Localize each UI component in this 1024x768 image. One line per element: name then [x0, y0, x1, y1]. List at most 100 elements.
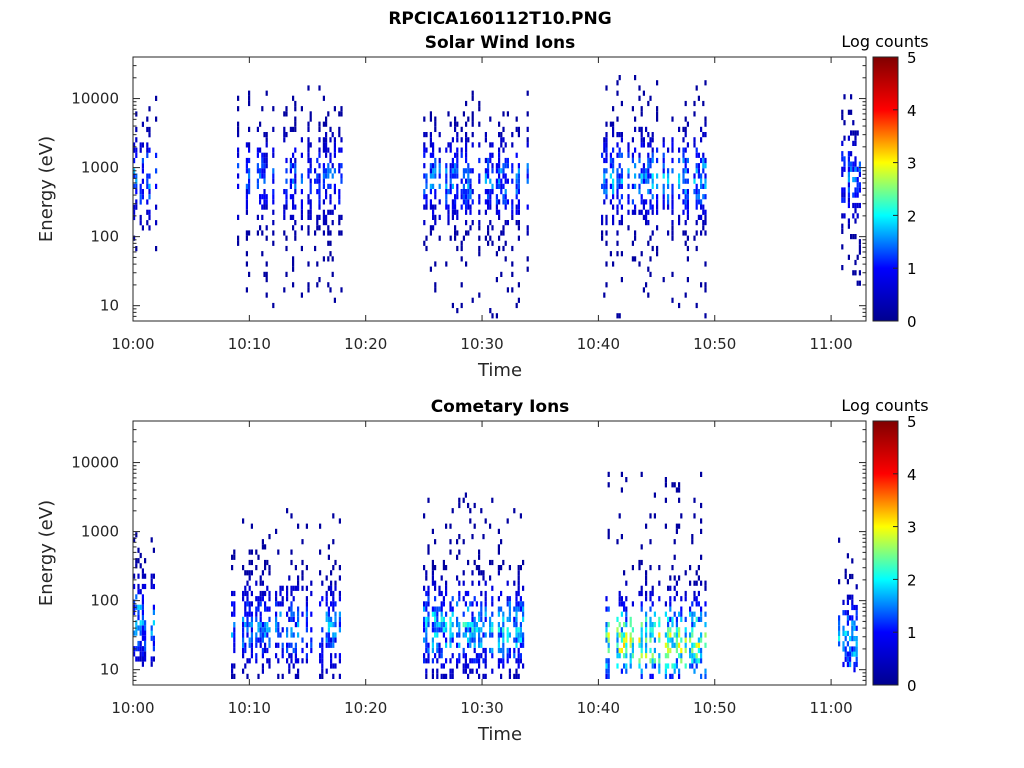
heatmap-cell: [519, 596, 522, 602]
heatmap-cell: [423, 565, 426, 571]
heatmap-cell: [462, 539, 465, 545]
heatmap-cell: [438, 132, 441, 138]
heatmap-cell: [667, 616, 670, 622]
heatmap-cell: [434, 168, 437, 174]
heatmap-cell: [442, 627, 445, 633]
heatmap-cell: [664, 482, 667, 488]
heatmap-cell: [623, 653, 626, 659]
heatmap-cell: [283, 111, 286, 117]
heatmap-cell: [695, 163, 698, 169]
heatmap-cell: [451, 204, 454, 210]
heatmap-cell: [467, 502, 470, 509]
heatmap-cell: [620, 214, 623, 220]
heatmap-cell: [519, 653, 522, 659]
heatmap-cell: [248, 271, 251, 277]
heatmap-cell: [645, 632, 648, 638]
heatmap-cell: [469, 642, 472, 648]
heatmap-cell: [484, 173, 487, 179]
heatmap-cell: [484, 580, 487, 586]
heatmap-cell: [265, 261, 268, 267]
heatmap-cell: [259, 596, 262, 602]
heatmap-cell: [491, 225, 494, 231]
heatmap-cell: [682, 157, 685, 164]
heatmap-cell: [498, 235, 501, 241]
heatmap-cell: [133, 209, 136, 215]
heatmap-cell: [508, 647, 511, 654]
heatmap-cell: [231, 565, 234, 571]
heatmap-cell: [445, 658, 448, 664]
heatmap-cell: [423, 240, 426, 246]
heatmap-cell: [664, 653, 667, 659]
heatmap-cell: [449, 601, 452, 607]
heatmap-cell: [425, 622, 428, 628]
heatmap-cell: [851, 625, 854, 631]
heatmap-cell: [631, 565, 634, 571]
heatmap-cell: [233, 627, 236, 633]
heatmap-cell: [237, 121, 240, 127]
heatmap-cell: [445, 194, 448, 200]
heatmap-cell: [454, 235, 457, 241]
heatmap-cell: [693, 590, 696, 597]
heatmap-cell: [627, 168, 630, 174]
heatmap-cell: [272, 240, 275, 246]
heatmap-cell: [456, 616, 459, 622]
heatmap-cell: [522, 642, 525, 648]
heatmap-cell: [307, 282, 310, 288]
heatmap-cell: [856, 177, 859, 183]
heatmap-cell: [434, 622, 437, 628]
heatmap-cell: [605, 230, 608, 236]
heatmap-cell: [484, 168, 487, 174]
heatmap-cell: [286, 647, 289, 654]
heatmap-cell: [139, 552, 142, 559]
heatmap-cell: [638, 157, 641, 164]
heatmap-cell: [301, 647, 304, 654]
heatmap-cell: [700, 616, 703, 622]
heatmap-cell: [851, 615, 854, 621]
heatmap-cell: [700, 183, 703, 189]
heatmap-cell: [246, 596, 249, 602]
heatmap-cell: [259, 627, 262, 633]
heatmap-cell: [629, 642, 632, 648]
heatmap-cell: [261, 251, 264, 257]
heatmap-cell: [517, 590, 520, 597]
heatmap-cell: [449, 668, 452, 674]
heatmap-cell: [141, 573, 144, 579]
heatmap-cell: [693, 668, 696, 674]
heatmap-cell: [325, 194, 328, 200]
heatmap-cell: [704, 173, 707, 179]
heatmap-cell: [133, 583, 136, 590]
heatmap-cell: [233, 554, 236, 560]
colorbar-tick-label: 0: [907, 313, 917, 331]
heatmap-cell: [620, 611, 623, 617]
heatmap-cell: [500, 178, 503, 184]
heatmap-cell: [231, 663, 234, 669]
heatmap-cell: [640, 178, 643, 184]
heatmap-cell: [609, 173, 612, 179]
heatmap-cell: [618, 632, 621, 638]
heatmap-cell: [325, 575, 328, 581]
heatmap-cell: [434, 616, 437, 622]
heatmap-cell: [467, 673, 470, 679]
heatmap-cell: [526, 256, 529, 262]
heatmap-cell: [327, 256, 330, 262]
x-tick-label: 10:40: [577, 335, 620, 353]
heatmap-cell: [645, 637, 648, 643]
heatmap-cell: [141, 568, 144, 574]
heatmap-cell: [506, 157, 509, 164]
heatmap-cell: [645, 523, 648, 529]
heatmap-cell: [338, 220, 341, 226]
heatmap-cell: [671, 565, 674, 571]
heatmap-cell: [480, 616, 483, 622]
heatmap-cell: [250, 549, 253, 555]
heatmap-cell: [263, 168, 266, 174]
heatmap-cell: [667, 173, 670, 179]
heatmap-cell: [838, 579, 841, 585]
heatmap-cell: [609, 157, 612, 164]
heatmap-cell: [684, 178, 687, 184]
heatmap-cell: [605, 668, 608, 674]
heatmap-cell: [292, 663, 295, 669]
heatmap-cell: [616, 183, 619, 189]
heatmap-cell: [248, 637, 251, 643]
heatmap-cell: [325, 137, 328, 143]
heatmap-cell: [841, 171, 844, 177]
